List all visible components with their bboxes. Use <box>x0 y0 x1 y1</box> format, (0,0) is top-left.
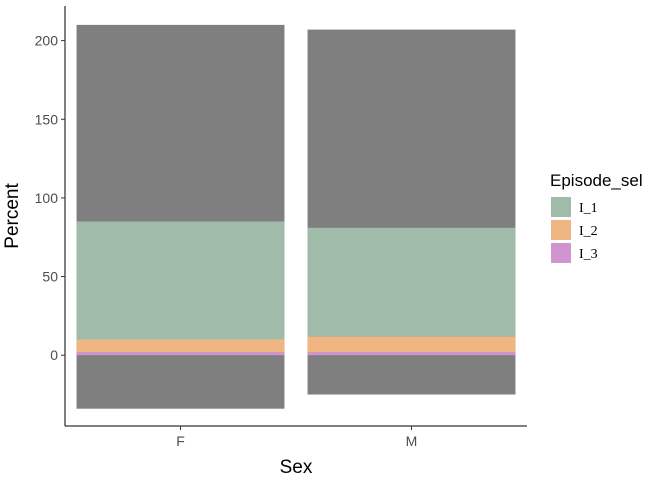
axes-layer <box>64 6 527 427</box>
x-tick-label: M <box>406 433 418 449</box>
y-tick-label: 50 <box>42 269 58 285</box>
y-tick-label: 0 <box>50 347 58 363</box>
y-axis-title: Percent <box>2 183 23 249</box>
bar-segment-F-I_3 <box>76 352 285 356</box>
bar-segment-M-I_3 <box>307 352 516 356</box>
bar-segment-F-I_1 <box>76 221 285 340</box>
legend-key-I_3 <box>551 243 571 263</box>
legend-key-I_2 <box>551 220 571 240</box>
legend-key-I_1 <box>551 197 571 217</box>
y-tick-label: 200 <box>35 33 59 49</box>
legend-title: Episode_sel <box>550 171 643 190</box>
bar-segment-F-I_2 <box>76 339 285 353</box>
bar-segment-M-I_1 <box>307 227 516 337</box>
bar-segment-M-I_2 <box>307 336 516 353</box>
bars-layer <box>76 24 516 409</box>
y-tick-label: 100 <box>35 190 59 206</box>
x-tick-label: F <box>176 433 185 449</box>
y-tick-label: 150 <box>35 111 59 127</box>
legend-label-I_3: I_3 <box>579 247 598 262</box>
y-axis-ticks: 0 50 100 150 200 <box>35 33 65 363</box>
legend-label-I_2: I_2 <box>579 224 598 239</box>
legend-label-I_1: I_1 <box>579 201 598 216</box>
legend: Episode_sel I_1 I_2 I_3 <box>550 171 643 263</box>
x-axis-title: Sex <box>280 457 313 478</box>
